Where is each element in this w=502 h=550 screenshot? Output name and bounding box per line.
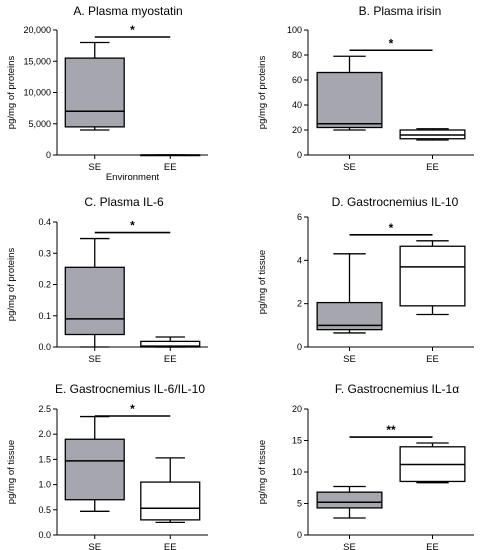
panel-title: A. Plasma myostatin [73, 4, 182, 18]
y-tick-label: 5,000 [28, 119, 51, 129]
y-tick-label: 15,000 [23, 56, 51, 66]
x-tick-label: SE [343, 542, 356, 550]
box-ee [140, 336, 201, 348]
x-tick-label: SE [343, 162, 356, 173]
panel-title: D. Gastrocnemius IL-10 [332, 195, 459, 209]
box-ee [140, 457, 201, 524]
panel-b: B. Plasma irisin 0 20 40 60 80 100 pg/mg of pro… [257, 4, 474, 173]
y-tick-label: 0.3 [38, 248, 51, 258]
box-ee [399, 128, 466, 141]
significance-marker: * [130, 219, 135, 233]
box-se [316, 485, 383, 519]
panel-title: F. Gastrocnemius IL-1α [335, 382, 459, 396]
y-tick-label: 0.1 [38, 311, 51, 321]
box-se [316, 253, 383, 334]
x-tick-label: EE [426, 354, 439, 365]
y-tick-label: 2.0 [38, 429, 51, 439]
x-tick-label: EE [164, 354, 177, 365]
box-ee [399, 240, 466, 316]
box-se [64, 237, 125, 348]
y-tick-label: 2 [297, 299, 302, 309]
x-tick-label: EE [426, 542, 439, 550]
box-iqr [399, 245, 466, 307]
y-axis-label: pg/mg of proteins [257, 56, 268, 130]
box-iqr [64, 266, 125, 336]
y-axis-label: pg/mg of tissue [6, 440, 17, 504]
y-tick-label: 0.0 [38, 342, 51, 352]
x-tick-label: SE [88, 354, 101, 365]
panel-title: B. Plasma irisin [359, 4, 442, 18]
y-tick-label: 20 [292, 404, 302, 414]
panel-f: F. Gastrocnemius IL-1α 0 5 10 15 20 pg/mg of t… [257, 382, 474, 550]
x-axis-label: Environment [106, 172, 160, 183]
box-iqr [64, 438, 125, 501]
y-axis-label: pg/mg of proteins [6, 56, 17, 130]
y-axis-label: pg/mg of proteins [6, 248, 17, 322]
y-tick-label: 1.0 [38, 480, 51, 490]
panel-title: C. Plasma IL-6 [84, 195, 164, 209]
y-tick-label: 100 [287, 25, 302, 35]
box-iqr [316, 71, 383, 129]
box-iqr [140, 340, 201, 348]
y-tick-label: 0.0 [38, 530, 51, 540]
significance-marker: * [389, 221, 394, 235]
y-tick-label: 0.4 [38, 217, 51, 227]
box-se [64, 415, 125, 512]
y-tick-label: 0 [297, 530, 302, 540]
y-tick-label: 10,000 [23, 88, 51, 98]
x-tick-label: SE [343, 354, 356, 365]
panel-d: D. Gastrocnemius IL-10 0 2 4 6 pg/mg of tissu… [257, 195, 474, 365]
y-tick-label: 0 [297, 150, 302, 160]
y-tick-label: 15 [292, 436, 302, 446]
box-ee [140, 154, 201, 157]
y-tick-label: 0.5 [38, 505, 51, 515]
x-tick-label: EE [164, 542, 177, 550]
y-tick-label: 20 [292, 125, 302, 135]
x-tick-label: EE [164, 162, 177, 173]
y-tick-label: 0 [46, 150, 51, 160]
significance-marker: ** [386, 423, 396, 437]
x-tick-label: EE [426, 162, 439, 173]
y-tick-label: 0.2 [38, 280, 51, 290]
panel-c: C. Plasma IL-6 0.0 0.1 0.2 0.3 0.4 pg/mg of pr… [6, 195, 208, 365]
y-tick-label: 6 [297, 212, 302, 222]
box-ee [399, 442, 466, 484]
y-tick-label: 1.5 [38, 454, 51, 464]
y-tick-label: 20,000 [23, 25, 51, 35]
box-se [316, 55, 383, 131]
y-axis-label: pg/mg of tissue [257, 250, 268, 314]
box-iqr [316, 491, 383, 509]
significance-marker: * [389, 36, 394, 50]
y-tick-label: 2.5 [38, 404, 51, 414]
box-iqr [140, 481, 201, 521]
box-se [64, 41, 125, 131]
y-tick-label: 0 [297, 342, 302, 352]
y-tick-label: 4 [297, 255, 302, 265]
x-tick-label: SE [88, 162, 101, 173]
y-tick-label: 80 [292, 50, 302, 60]
significance-marker: * [130, 23, 135, 37]
significance-marker: * [130, 402, 135, 416]
panel-title: E. Gastrocnemius IL-6/IL-10 [55, 382, 205, 396]
y-axis-label: pg/mg of tissue [257, 440, 268, 504]
y-tick-label: 40 [292, 100, 302, 110]
y-tick-label: 60 [292, 75, 302, 85]
panel-a: A. Plasma myostatin 0 5,000 10,000 15,000 20,… [6, 4, 208, 183]
box-iqr [64, 57, 125, 128]
panel-e: E. Gastrocnemius IL-6/IL-10 0.0 0.5 1.0 1.5 2… [6, 382, 208, 550]
y-tick-label: 10 [292, 467, 302, 477]
x-tick-label: SE [88, 542, 101, 550]
y-tick-label: 5 [297, 499, 302, 509]
